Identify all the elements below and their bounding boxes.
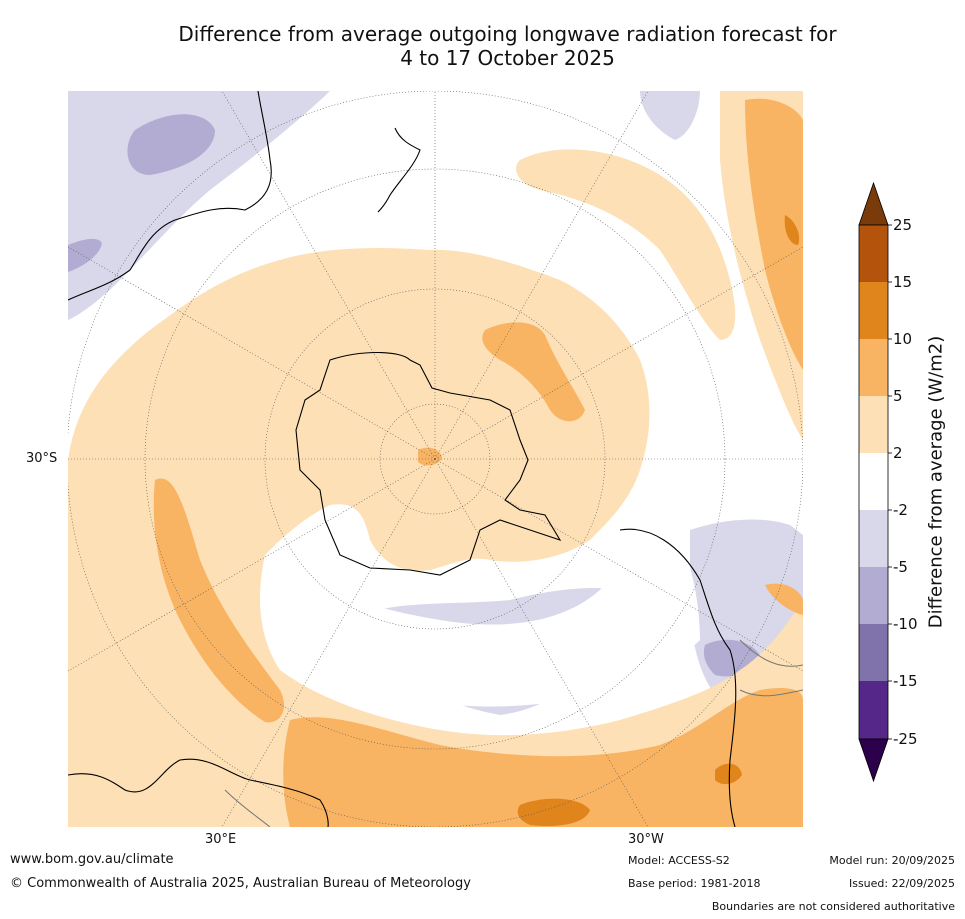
anomaly-region-pos-indian-band xyxy=(153,478,285,723)
colorbar-tick-10: 10 xyxy=(893,330,913,348)
footer-model: Model: ACCESS-S2 xyxy=(628,854,730,867)
coastline-africa xyxy=(68,758,329,827)
colorbar-tick-neg2: -2 xyxy=(893,501,908,519)
colorbar-tick-2: 2 xyxy=(893,444,903,462)
footer-disclaimer: Boundaries are not considered authoritat… xyxy=(711,900,955,913)
colorbar-tick-neg10: -10 xyxy=(893,615,918,633)
label-30e: 30°E xyxy=(205,832,237,847)
footer-issued: Issued: 22/09/2025 xyxy=(848,877,955,890)
footer-base-period: Base period: 1981-2018 xyxy=(628,877,761,890)
anomaly-region-pos-northeast-mid xyxy=(745,98,803,371)
coastline-south-america xyxy=(619,528,737,827)
colorbar-title: Difference from average (W/m2) xyxy=(925,335,947,629)
anomaly-region-pos-south-america-core xyxy=(715,763,742,785)
coastline-antarctica xyxy=(295,351,562,576)
anomaly-region-neg-indian-west xyxy=(68,238,102,272)
coastline-australia xyxy=(68,91,272,301)
anomaly-region-pos-northeast-core xyxy=(784,215,800,245)
coastlines xyxy=(68,91,737,827)
anomaly-region-pos-antarctic-mid xyxy=(482,322,585,422)
title-line-2: 4 to 17 October 2025 xyxy=(400,46,615,70)
anomaly-region-neg-australia-core xyxy=(127,114,215,175)
map-plot-area xyxy=(68,91,803,827)
anomaly-region-neutral-ring xyxy=(265,538,700,707)
colorbar-tick-neg25: -25 xyxy=(893,730,918,748)
label-30w: 30°W xyxy=(628,832,664,847)
colorbar-tick-25: 25 xyxy=(893,216,913,234)
chart-title: Difference from average outgoing longwav… xyxy=(120,22,895,70)
label-30s: 30°S xyxy=(26,451,58,466)
anomaly-region-pos-south-band xyxy=(283,688,803,827)
title-line-1: Difference from average outgoing longwav… xyxy=(178,22,837,46)
colorbar-tick-15: 15 xyxy=(893,273,913,291)
colorbar-tick-5: 5 xyxy=(893,387,903,405)
graticule xyxy=(68,91,803,827)
anomaly-region-pos-pole xyxy=(418,447,442,466)
colorbar-tick-neg15: -15 xyxy=(893,672,918,690)
anomaly-region-pos-east-patch xyxy=(765,583,803,615)
anomaly-region-pos-pacific-band xyxy=(516,149,736,340)
coastline-new-zealand xyxy=(377,127,421,213)
footer-model-run: Model run: 20/09/2025 xyxy=(829,854,955,867)
colorbar-tick-neg5: -5 xyxy=(893,558,908,576)
country-borders xyxy=(224,639,803,827)
footer-website: www.bom.gov.au/climate xyxy=(10,852,174,867)
anomaly-region-pos-south-core xyxy=(517,798,590,827)
footer-copyright: © Commonwealth of Australia 2025, Austra… xyxy=(10,876,471,891)
anomaly-region-neg-pacific-north xyxy=(640,91,700,140)
